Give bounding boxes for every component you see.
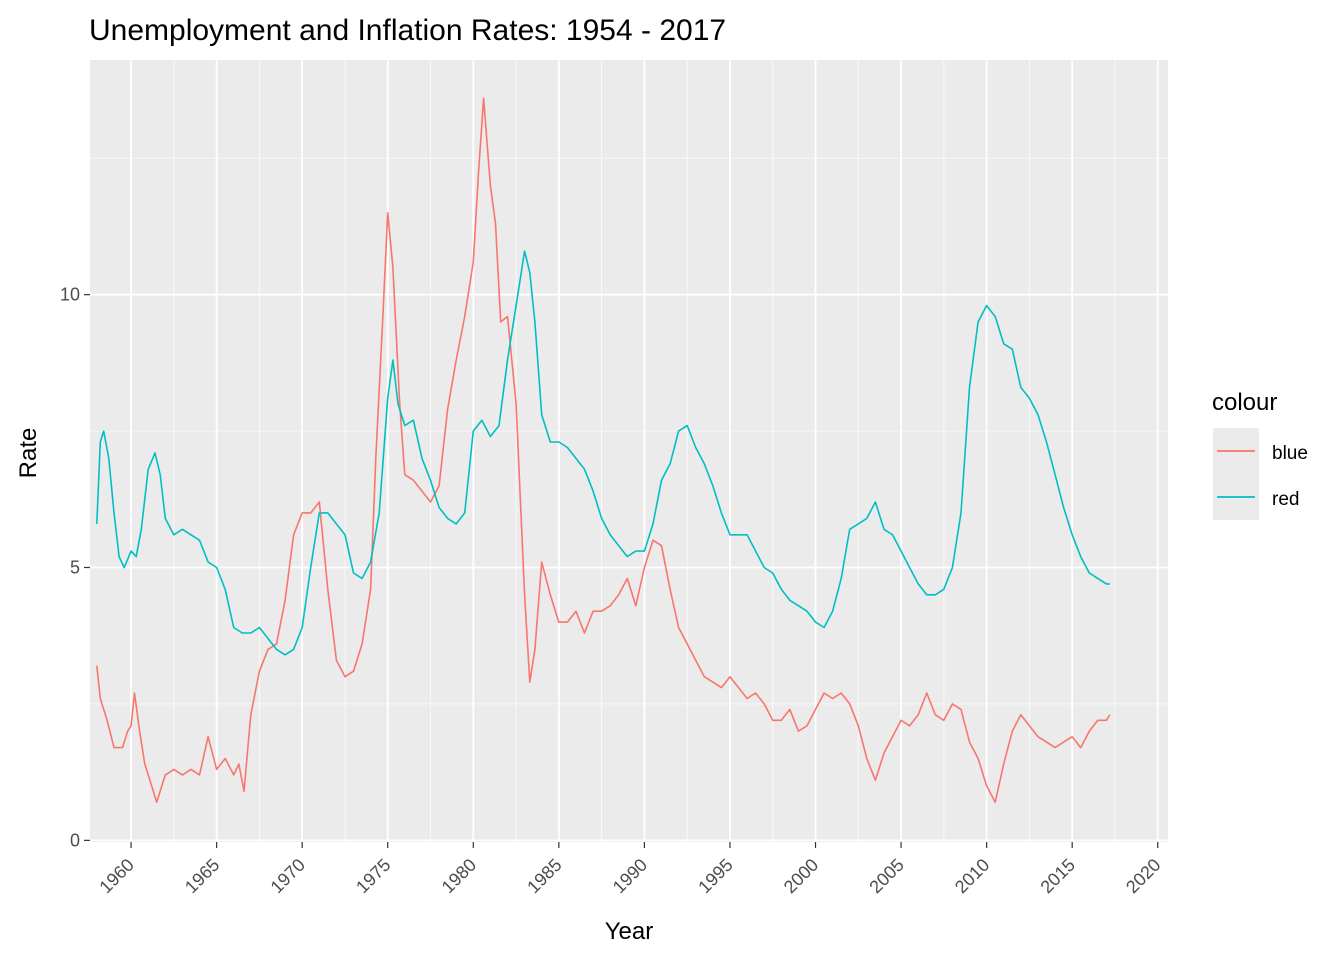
x-tick-label: 1995 — [694, 855, 736, 897]
chart-title: Unemployment and Inflation Rates: 1954 -… — [89, 14, 726, 47]
y-axis-title: Rate — [15, 428, 42, 479]
x-axis: 1960 1965 1970 1975 1980 1985 1990 1995 2000 2005… — [95, 842, 1165, 897]
x-tick-label: 2010 — [951, 855, 993, 897]
x-tick-label: 2005 — [865, 855, 907, 897]
x-axis-title: Year — [605, 918, 654, 945]
legend-label-blue: blue — [1272, 443, 1308, 464]
x-tick-label: 1985 — [523, 855, 565, 897]
series-lines — [96, 97, 1111, 804]
x-tick-label: 2000 — [780, 855, 822, 897]
major-gridlines — [90, 60, 1168, 842]
x-tick-label: 1975 — [352, 855, 394, 897]
series-line-blue — [96, 97, 1111, 804]
plot-panel — [90, 60, 1168, 842]
minor-gridlines — [90, 60, 1168, 842]
legend: colour blue red — [1212, 389, 1308, 520]
x-tick-label: 2015 — [1037, 855, 1079, 897]
y-tick-label: 5 — [70, 558, 80, 578]
y-tick-label: 10 — [60, 285, 80, 305]
legend-label-red: red — [1272, 489, 1299, 510]
legend-title: colour — [1212, 389, 1277, 416]
x-tick-label: 1990 — [609, 855, 651, 897]
x-tick-label: 2020 — [1122, 855, 1164, 897]
y-tick-label: 0 — [70, 830, 80, 850]
legend-key-background — [1213, 428, 1259, 520]
y-axis: 0 5 10 — [60, 285, 90, 850]
x-tick-label: 1970 — [267, 855, 309, 897]
x-tick-label: 1965 — [181, 855, 223, 897]
x-tick-label: 1980 — [438, 855, 480, 897]
x-tick-label: 1960 — [95, 855, 137, 897]
series-line-red — [96, 250, 1110, 656]
